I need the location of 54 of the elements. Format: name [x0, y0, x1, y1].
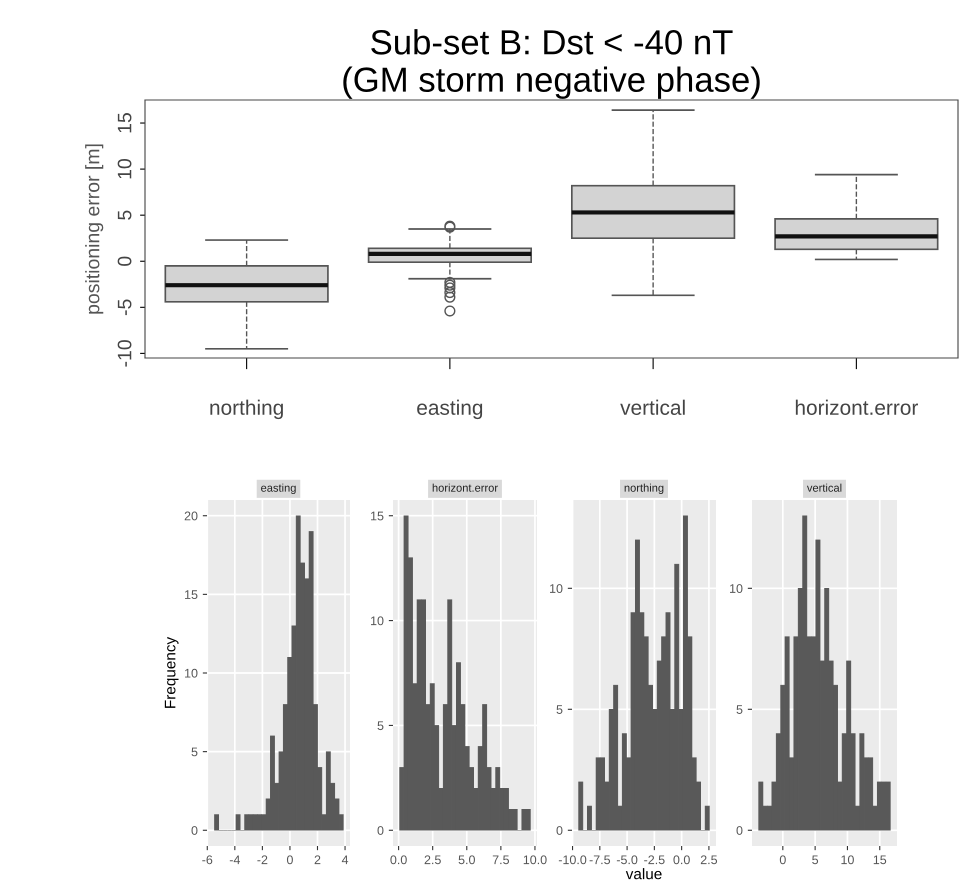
x-tick-label: -10.0 [558, 855, 586, 864]
x-tick-label: 2.5 [424, 855, 441, 864]
x-tick-label: 0.0 [673, 855, 690, 864]
x-tick-label: -2.5 [644, 855, 665, 864]
y-tick-label: 10 [118, 159, 132, 178]
x-tick-label: 15 [874, 855, 886, 864]
y-tick-label: 5 [556, 705, 562, 714]
y-tick-label: 10 [185, 668, 198, 678]
chart-title: easting [261, 484, 296, 494]
chart-title: Sub-set B: Dst < -40 nT (GM storm negative phase) [343, 29, 760, 99]
y-tick-label: 15 [118, 113, 132, 132]
x-tick-label: 2 [314, 855, 320, 864]
x-tick-label: -2 [257, 855, 268, 864]
x-tick-label: -4 [230, 855, 240, 864]
x-tick-label: -6 [202, 855, 212, 864]
y-tick-label: 5 [192, 748, 198, 756]
y-tick-label: 5 [118, 210, 132, 220]
x-tick-label: 4 [342, 855, 348, 864]
x-tick-label: 5 [812, 855, 818, 864]
x-tick-label: northing [210, 400, 283, 420]
y-axis-title: Frequency [164, 636, 179, 708]
y-tick-label: 0 [118, 256, 132, 266]
chart-title: vertical [806, 484, 842, 492]
x-axis-title: value [626, 868, 662, 880]
x-tick-label: horizont.error [796, 400, 918, 415]
x-tick-label: vertical [620, 400, 685, 415]
x-tick-label: 5.0 [458, 855, 475, 864]
x-tick-label: 2.5 [700, 855, 718, 864]
y-tick-label: 0 [556, 826, 562, 835]
x-tick-label: 0 [780, 855, 786, 864]
x-tick-label: 0.0 [390, 855, 407, 864]
y-tick-label: 15 [185, 590, 198, 600]
y-tick-label: 10 [550, 584, 562, 593]
y-tick-label: 0 [736, 826, 742, 835]
y-tick-label: 15 [371, 512, 384, 520]
chart-title: horizont.error [432, 484, 498, 492]
x-tick-label: 7.5 [492, 855, 510, 864]
y-tick-label: -10 [118, 340, 132, 367]
x-tick-label: easting [417, 400, 482, 420]
x-tick-label: 10.0 [524, 855, 547, 864]
x-tick-label: -7.5 [590, 855, 610, 864]
y-axis-title: positioning error [m] [85, 144, 104, 314]
y-tick-label: 10 [730, 584, 742, 593]
chart-title: northing [624, 484, 664, 494]
x-tick-label: 0 [286, 855, 293, 864]
y-tick-label: -5 [118, 299, 132, 316]
x-tick-label: -5.0 [616, 855, 638, 864]
y-tick-label: 5 [736, 705, 742, 714]
y-tick-label: 10 [371, 616, 384, 626]
y-tick-label: 20 [184, 512, 198, 520]
y-tick-label: 0 [192, 826, 198, 835]
x-tick-label: 10 [841, 855, 854, 864]
y-tick-label: 5 [378, 721, 384, 730]
y-tick-label: 0 [378, 826, 384, 835]
